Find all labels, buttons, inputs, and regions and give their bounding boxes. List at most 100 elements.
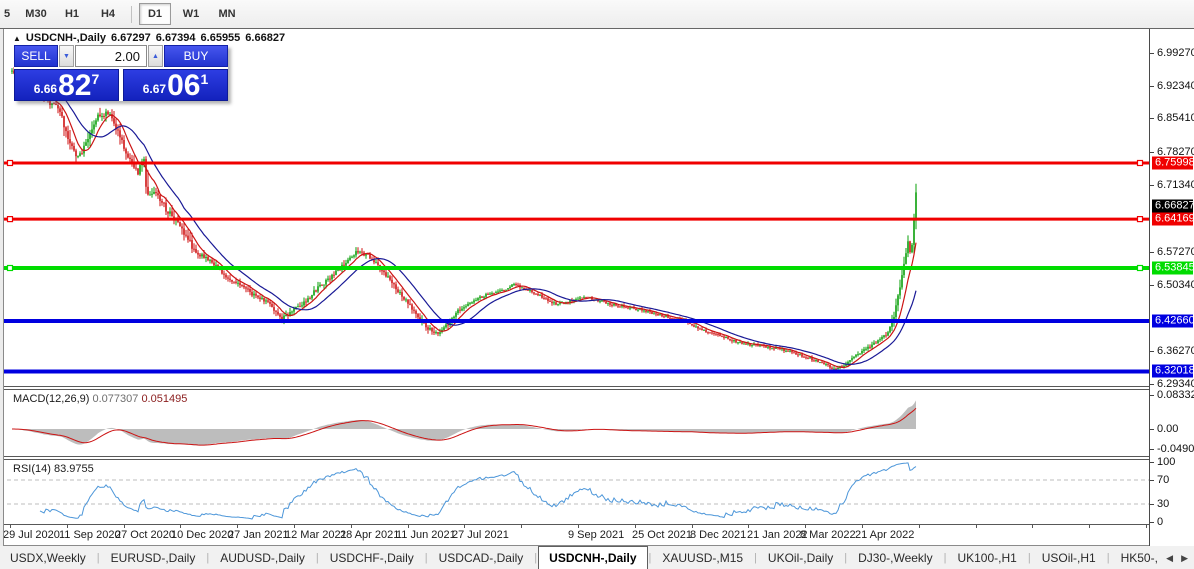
macd-tick-label: -0.049068 bbox=[1157, 443, 1194, 455]
macd-label: MACD(12,26,9) 0.077307 0.051495 bbox=[13, 393, 188, 405]
macd-tick-label: 0.083325 bbox=[1157, 389, 1194, 401]
time-axis[interactable]: 29 Jul 2020 11 Sep 2020 27 Oct 2020 10 Dec … bbox=[0, 525, 1149, 546]
hline-handle[interactable] bbox=[6, 216, 14, 223]
chart-tab-usdcnh-daily[interactable]: USDCNH-,Daily bbox=[538, 546, 648, 569]
date-label: 12 Mar 2021 bbox=[285, 529, 347, 541]
chart-tab-hk50-[interactable]: HK50-, bbox=[1120, 550, 1158, 565]
timeframe-button-w1[interactable]: W1 bbox=[182, 8, 200, 20]
time-axis-tick bbox=[237, 525, 238, 528]
price-tick-label: 6.92340 bbox=[1157, 80, 1194, 92]
chart-tab-eurusd-daily[interactable]: EURUSD-,Daily bbox=[110, 550, 196, 565]
hline-price-label: 6.53845 bbox=[1152, 261, 1194, 275]
buy-price-display[interactable]: 6.67 06 1 bbox=[123, 69, 228, 101]
chart-tab-usdcad-daily[interactable]: USDCAD-,Daily bbox=[438, 550, 524, 565]
price-axis-tick bbox=[1150, 152, 1154, 153]
rsi-tick-label: 70 bbox=[1157, 474, 1170, 486]
timeframe-button-m30[interactable]: M30 bbox=[25, 8, 47, 20]
macd-indicator-chart[interactable] bbox=[0, 390, 1149, 456]
macd-signal-line bbox=[12, 407, 917, 446]
hline-handle[interactable] bbox=[6, 264, 14, 272]
hline-handle[interactable] bbox=[6, 159, 14, 167]
macd-main-value: 0.077307 bbox=[92, 393, 139, 405]
price-axis-tick bbox=[1150, 351, 1154, 352]
time-axis-tick bbox=[862, 525, 863, 528]
hline-price-label: 6.64169 bbox=[1152, 212, 1194, 226]
sell-price-display[interactable]: 6.66 82 7 bbox=[14, 69, 119, 101]
hline-handle[interactable] bbox=[1136, 264, 1144, 272]
hline-handle[interactable] bbox=[1136, 216, 1144, 223]
macd-axis-tick bbox=[1150, 395, 1154, 396]
volume-input[interactable] bbox=[75, 45, 147, 67]
macd-axis-tick bbox=[1150, 429, 1154, 430]
timeframe-button-mn[interactable]: MN bbox=[218, 8, 236, 20]
rsi-indicator-chart[interactable] bbox=[0, 460, 1149, 524]
time-axis-tick bbox=[180, 525, 181, 528]
chart-tab-xauusd-m15[interactable]: XAUUSD-,M15 bbox=[662, 550, 744, 565]
ma-fast-line bbox=[25, 74, 917, 369]
time-axis-tick bbox=[919, 525, 920, 528]
sell-button[interactable]: SELL bbox=[14, 45, 58, 67]
buy-price-big-digits: 06 bbox=[167, 69, 201, 102]
time-axis-tick bbox=[692, 525, 693, 528]
rsi-axis-tick bbox=[1150, 480, 1154, 481]
volume-decrease-button[interactable]: ▼ bbox=[59, 45, 74, 67]
ohlc-high: 6.67394 bbox=[155, 32, 196, 44]
chart-tab-uk100-h1[interactable]: UK100-,H1 bbox=[957, 550, 1017, 565]
date-label: 8 Mar 2022 bbox=[800, 529, 856, 541]
chart-tab-dj30-weekly[interactable]: DJ30-,Weekly bbox=[858, 550, 933, 565]
buy-button[interactable]: BUY bbox=[164, 45, 228, 67]
buy-price-pip-digit: 1 bbox=[200, 71, 209, 87]
panel-separator bbox=[0, 386, 1149, 387]
time-axis-tick bbox=[578, 525, 579, 528]
rsi-axis-tick bbox=[1150, 462, 1154, 463]
macd-axis-tick bbox=[1150, 449, 1154, 450]
rsi-axis-tick bbox=[1150, 504, 1154, 505]
date-label: 21 Jan 2022 bbox=[747, 529, 808, 541]
timeframe-button-5[interactable]: 5 bbox=[3, 8, 11, 20]
sell-price-prefix: 6.66 bbox=[33, 82, 58, 96]
price-tick-label: 6.36270 bbox=[1157, 345, 1194, 357]
chart-tab-audusd-daily[interactable]: AUDUSD-,Daily bbox=[220, 550, 305, 565]
time-axis-tick bbox=[408, 525, 409, 528]
timeframe-button-h1[interactable]: H1 bbox=[64, 8, 80, 20]
time-axis-tick bbox=[294, 525, 295, 528]
time-axis-tick bbox=[635, 525, 636, 528]
scroll-right-icon[interactable]: ▶ bbox=[1181, 552, 1188, 563]
scroll-left-icon[interactable]: ◀ bbox=[1166, 552, 1174, 563]
time-axis-tick bbox=[124, 525, 125, 528]
ma-slow-line bbox=[49, 85, 917, 366]
chart-tab-usdx-weekly[interactable]: USDX,Weekly bbox=[10, 550, 86, 565]
tab-separator: | bbox=[844, 551, 848, 564]
timeframe-button-h4[interactable]: H4 bbox=[100, 8, 116, 20]
collapse-arrow-icon[interactable]: ▲ bbox=[13, 33, 21, 43]
chart-tab-ukoil-daily[interactable]: UKOil-,Daily bbox=[767, 550, 834, 565]
rsi-label: RSI(14) 83.9755 bbox=[13, 463, 94, 475]
volume-increase-button[interactable]: ▲ bbox=[148, 45, 163, 67]
tab-separator: | bbox=[754, 551, 757, 564]
hline-price-label: 6.75998 bbox=[1152, 156, 1194, 170]
tab-separator: | bbox=[943, 551, 947, 564]
timeframe-button-d1[interactable]: D1 bbox=[139, 3, 171, 25]
macd-tick-label: 0.00 bbox=[1157, 423, 1179, 435]
one-click-trading-widget: SELL ▼ ▲ BUY 6.66 82 7 6.67 06 1 bbox=[14, 45, 228, 101]
time-axis-tick bbox=[748, 525, 749, 528]
hline-handle[interactable] bbox=[1136, 159, 1144, 167]
sell-price-pip-digit: 7 bbox=[91, 71, 100, 87]
hline-price-label: 6.42660 bbox=[1152, 314, 1194, 328]
ohlc-open: 6.67297 bbox=[111, 32, 151, 44]
time-axis-tick bbox=[976, 525, 977, 528]
chart-tab-usdchf-daily[interactable]: USDCHF-,Daily bbox=[329, 550, 414, 565]
ohlc-low: 6.65955 bbox=[200, 32, 241, 44]
chart-tab-usoil-h1[interactable]: USOil-,H1 bbox=[1041, 550, 1096, 565]
timeframe-toolbar: 5 M30 H1 H4 D1 W1 MN bbox=[0, 0, 1194, 29]
date-label: 27 Jul 2021 bbox=[452, 529, 509, 541]
price-axis-tick bbox=[1150, 53, 1154, 54]
time-axis-tick bbox=[1032, 525, 1033, 528]
price-axis[interactable]: 6.99270 6.92340 6.85410 6.78270 6.71340 6.572… bbox=[1149, 29, 1194, 546]
price-axis-tick bbox=[1150, 285, 1154, 286]
tab-separator: | bbox=[206, 551, 210, 564]
price-tick-label: 6.71340 bbox=[1157, 179, 1194, 191]
panel-separator bbox=[0, 456, 1149, 457]
chart-tab-bar: USDX,Weekly | EURUSD-,Daily | AUDUSD-,Daily |… bbox=[0, 545, 1194, 569]
toolbar-separator bbox=[131, 5, 132, 23]
